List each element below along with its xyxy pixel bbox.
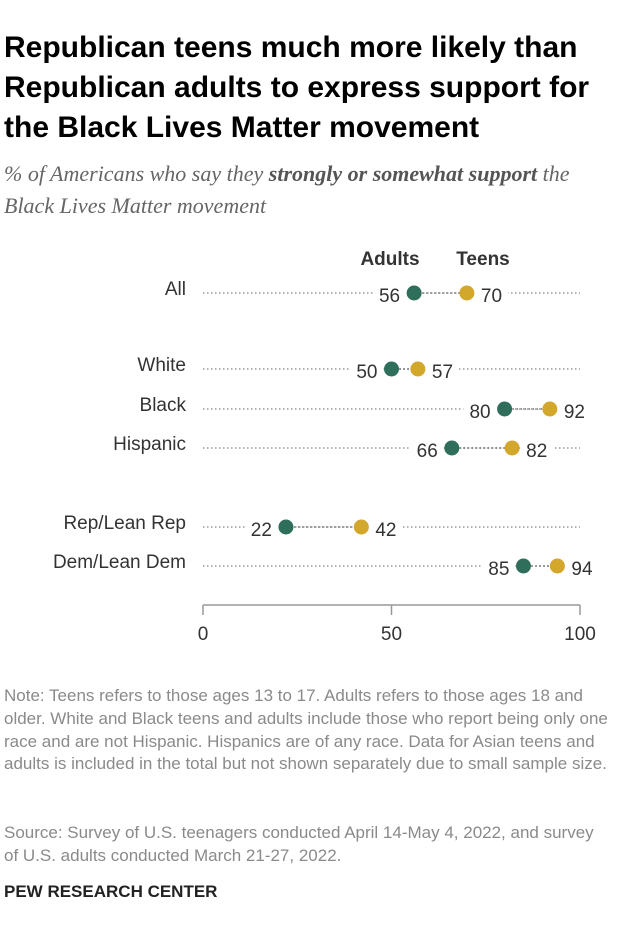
- value-labels: 56 70 50 57 80 92 66 82 22 42 85 94: [244, 286, 599, 581]
- subtitle-text: % of Americans who say they: [4, 161, 269, 186]
- value-label: 92: [564, 402, 585, 423]
- credit: PEW RESEARCH CENTER: [4, 882, 218, 901]
- x-tick-label: 0: [198, 624, 209, 645]
- label-background: [425, 362, 460, 384]
- source: Source: Survey of U.S. teenagers conduct…: [4, 823, 594, 865]
- label-background: [372, 286, 407, 308]
- dot: [549, 558, 565, 574]
- value-label: 22: [251, 520, 272, 541]
- dot: [515, 558, 531, 574]
- legend-label: Adults: [360, 249, 419, 270]
- value-label: 66: [417, 441, 438, 462]
- x-tick-label: 50: [381, 624, 402, 645]
- value-label: 56: [379, 286, 400, 307]
- dot: [444, 440, 460, 456]
- label-background: [410, 441, 444, 463]
- label-background: [350, 362, 384, 384]
- label-background: [557, 402, 591, 424]
- value-label: 42: [375, 520, 396, 541]
- category-label: White: [137, 355, 186, 376]
- dots: [278, 285, 565, 574]
- subtitle-text: the Black Lives Matter movement: [4, 161, 570, 218]
- value-label: 85: [488, 559, 509, 580]
- legend-label: Teens: [456, 249, 510, 270]
- value-label: 70: [481, 286, 502, 307]
- category-label: Dem/Lean Dem: [53, 552, 186, 573]
- dot: [542, 401, 558, 417]
- label-background: [474, 286, 509, 308]
- label-background: [482, 559, 516, 581]
- dot: [278, 519, 294, 535]
- chart-subtitle: % of Americans who say they strongly or …: [4, 158, 604, 222]
- x-tick-label: 100: [564, 624, 596, 645]
- value-label: 80: [469, 402, 490, 423]
- value-label: 94: [571, 559, 593, 580]
- chart-title: Republican teens much more likely than R…: [4, 31, 590, 144]
- dot: [353, 519, 369, 535]
- category-label: All: [165, 279, 186, 300]
- category-label: Hispanic: [113, 434, 186, 455]
- dot: [504, 440, 520, 456]
- dot: [497, 401, 513, 417]
- dot: [459, 285, 475, 301]
- label-background: [565, 559, 599, 581]
- value-label: 82: [526, 441, 547, 462]
- subtitle-emphasis: strongly or somewhat support: [268, 161, 538, 186]
- label-background: [369, 520, 403, 542]
- value-label: 50: [356, 362, 377, 383]
- label-background: [463, 402, 497, 424]
- dot: [384, 361, 399, 377]
- dot: [410, 361, 426, 377]
- value-label: 57: [432, 362, 453, 383]
- note: Note: Teens refers to those ages 13 to 1…: [4, 686, 608, 774]
- label-background: [244, 520, 278, 542]
- category-label: Rep/Lean Rep: [63, 513, 186, 534]
- category-label: Black: [140, 395, 187, 416]
- dot: [406, 285, 422, 301]
- label-background: [520, 441, 554, 463]
